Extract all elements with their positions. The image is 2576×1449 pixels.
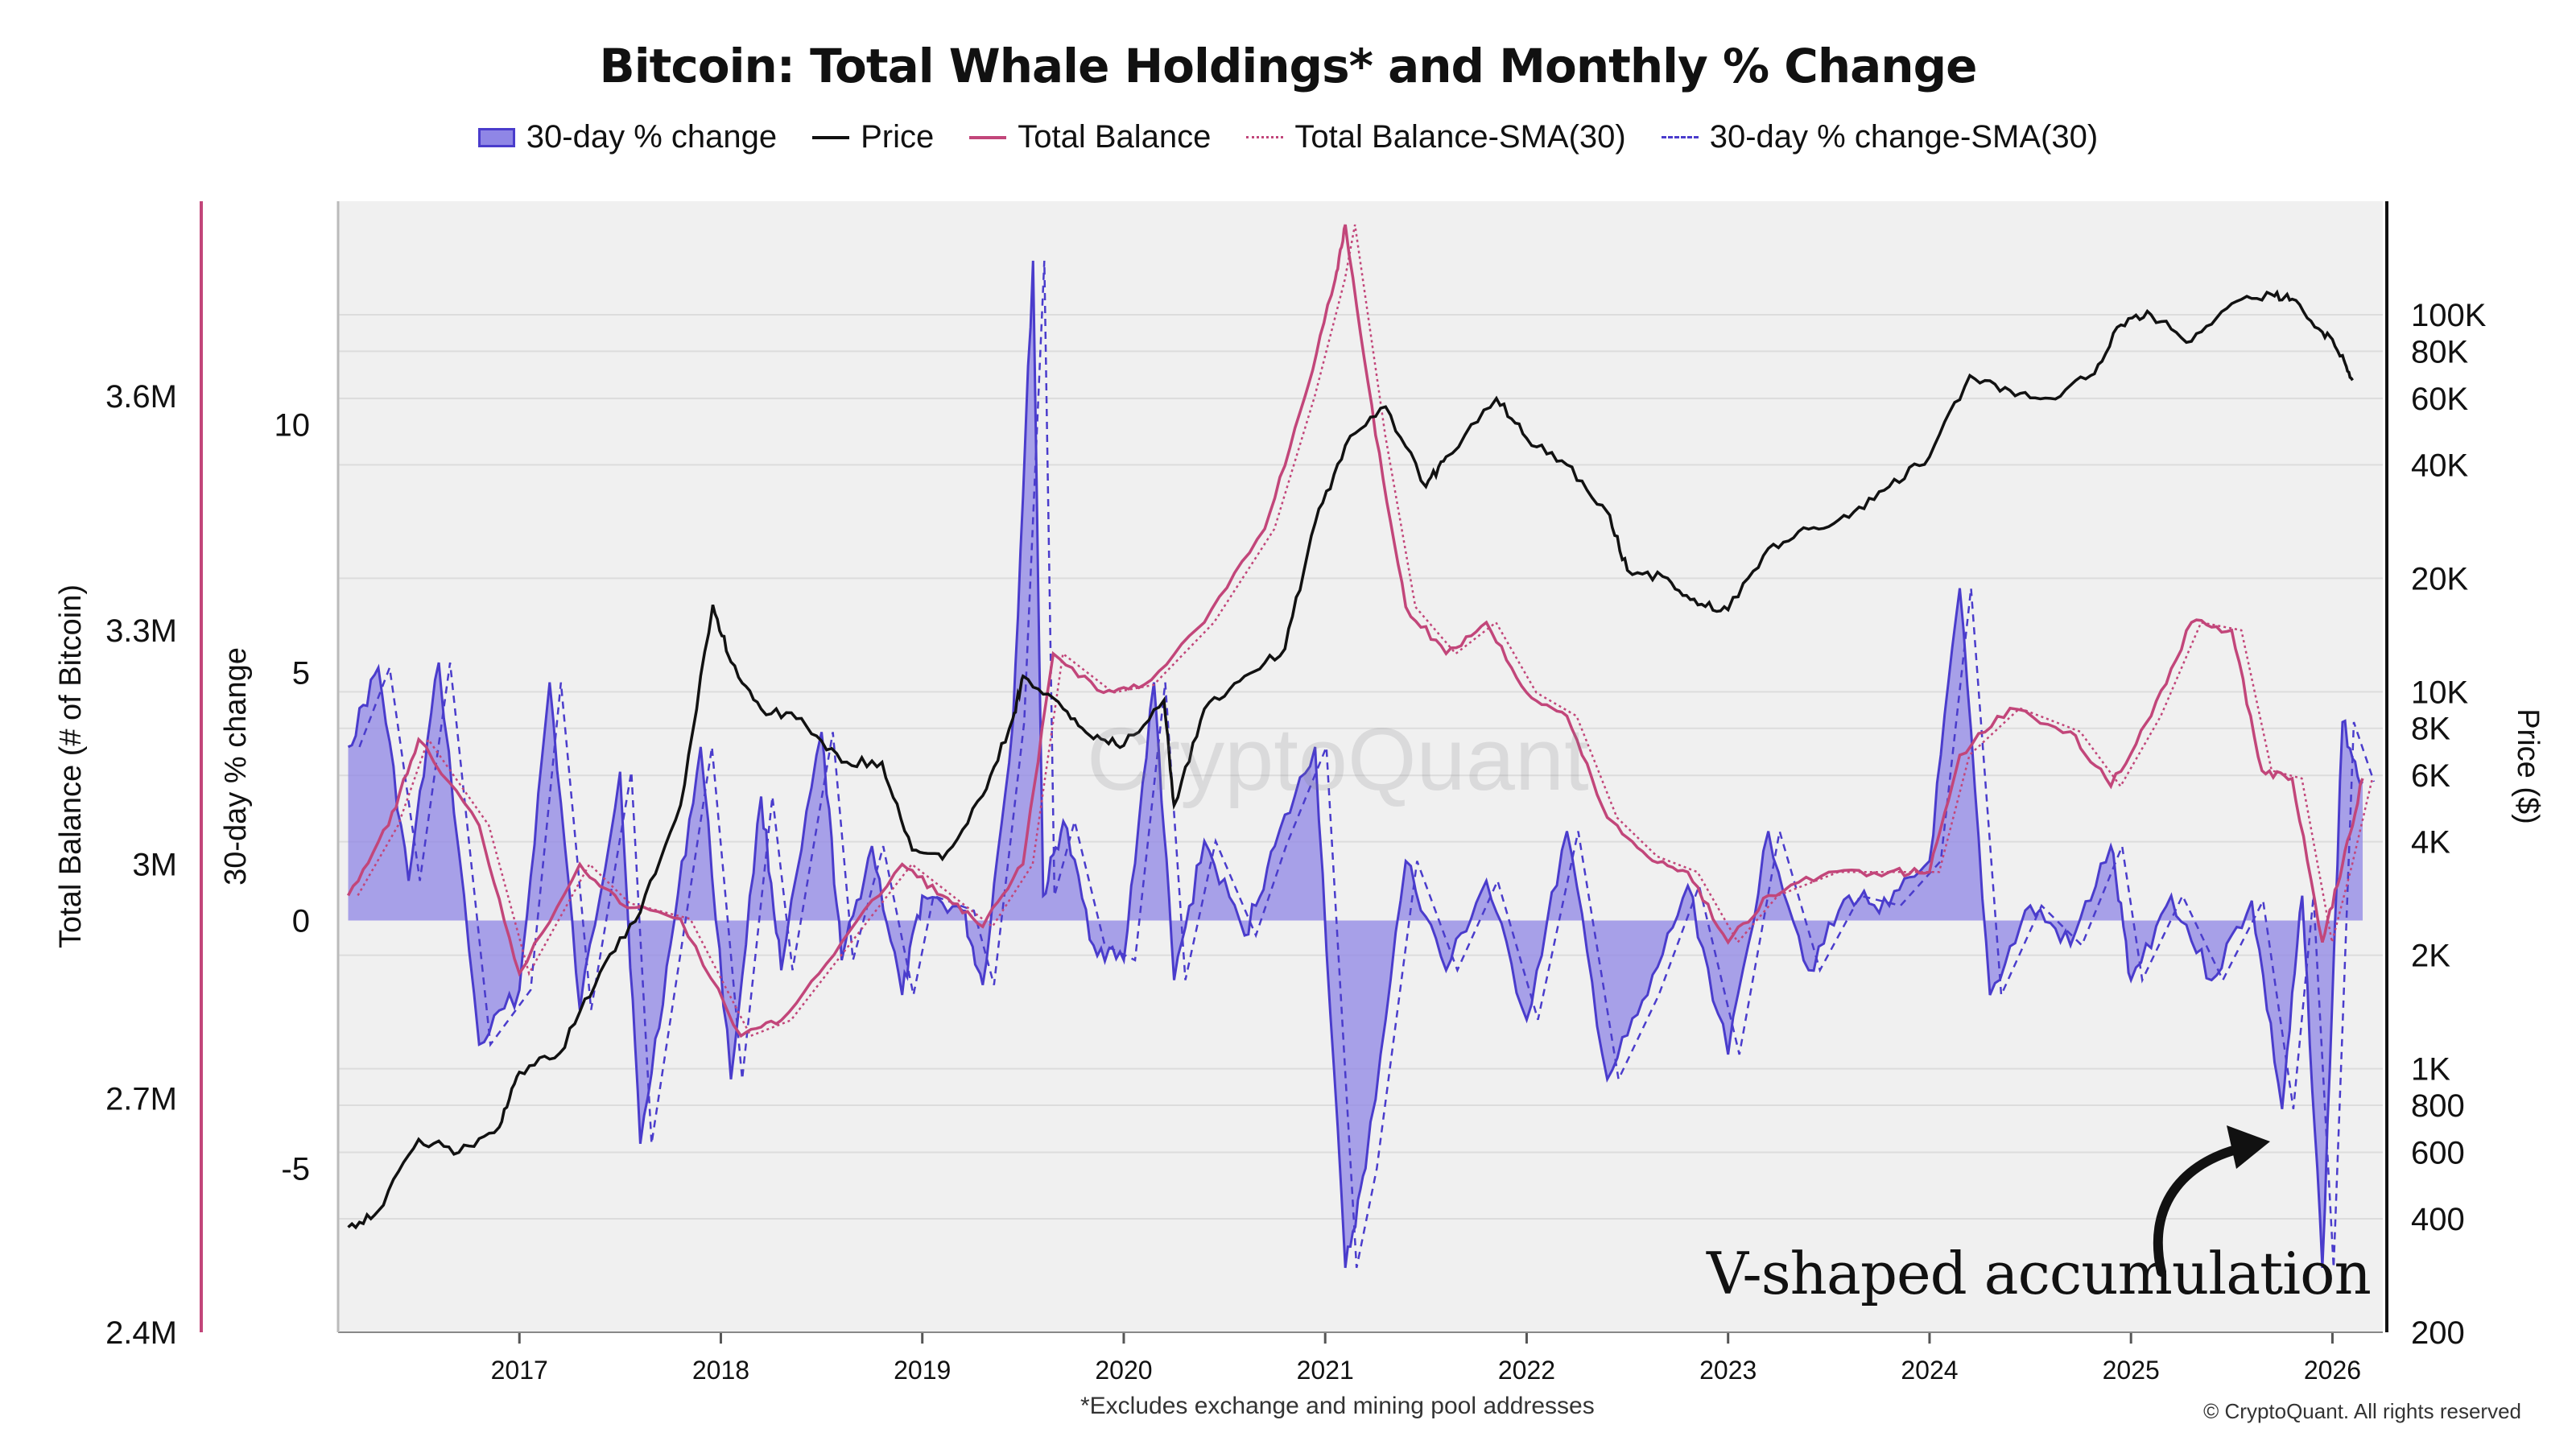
x-tick-label: 2017	[491, 1356, 548, 1385]
price-tick-label: 40K	[2411, 448, 2468, 483]
balance-axis-title: Total Balance (# of Bitcoin)	[54, 584, 88, 948]
balance-tick-label: 3M	[132, 848, 177, 883]
change-tick-label: 0	[292, 904, 310, 939]
legend-label: 30-day % change	[526, 119, 778, 155]
x-tick-label: 2022	[1498, 1356, 1555, 1385]
price-tick-label: 8K	[2411, 712, 2450, 747]
annotation-text: V-shaped accumulation	[1707, 1240, 2372, 1307]
change-sma-line	[358, 260, 2376, 1269]
axes-group: 2017 2018 2019 2020 2021 2022 2023 2024 2025 2026…	[54, 201, 2545, 1385]
legend-swatch-line	[969, 135, 1007, 139]
legend-item-change-sma[interactable]: 30-day % change-SMA(30)	[1661, 119, 2099, 155]
price-tick-label: 60K	[2411, 382, 2468, 417]
price-tick-label: 6K	[2411, 758, 2450, 794]
legend-label: Price	[861, 119, 935, 155]
x-tick-label: 2024	[1901, 1356, 1958, 1385]
annotation-group	[2153, 1125, 2270, 1277]
legend-label: Total Balance-SMA(30)	[1294, 119, 1626, 155]
x-tick-label: 2026	[2304, 1356, 2361, 1385]
price-tick-label: 2K	[2411, 939, 2450, 974]
legend-swatch-dashed	[1661, 136, 1699, 138]
legend-item-price[interactable]: Price	[812, 119, 934, 155]
price-line	[347, 289, 2354, 1230]
change-area-series	[347, 260, 2376, 1269]
change-tick-label: -5	[281, 1152, 310, 1187]
price-tick-label: 1K	[2411, 1052, 2450, 1088]
legend-item-30-day-change[interactable]: 30-day % change	[477, 119, 778, 155]
legend-swatch-bar	[477, 127, 515, 147]
chart-legend: 30-day % change Price Total Balance Tota…	[0, 119, 2576, 155]
legend-item-total-balance-sma[interactable]: Total Balance-SMA(30)	[1246, 119, 1626, 155]
price-tick-label: 100K	[2411, 298, 2487, 333]
x-tick-label: 2019	[894, 1356, 951, 1385]
annotation-arrow-shaft	[2153, 1142, 2251, 1277]
annotation-arrow-head	[2227, 1125, 2270, 1169]
price-tick-label: 80K	[2411, 334, 2468, 369]
line-series-group	[346, 224, 2374, 1230]
x-tick-label: 2025	[2103, 1356, 2160, 1385]
chart-title: Bitcoin: Total Whale Holdings* and Month…	[599, 39, 1978, 93]
legend-item-total-balance[interactable]: Total Balance	[969, 119, 1211, 155]
total-balance-line	[346, 224, 2364, 1038]
legend-swatch-line	[812, 135, 850, 139]
price-tick-label: 4K	[2411, 825, 2450, 861]
change-axis-title: 30-day % change	[219, 647, 253, 886]
price-tick-label: 20K	[2411, 561, 2468, 597]
copyright: © CryptoQuant. All rights reserved	[2203, 1399, 2521, 1423]
price-tick-label: 10K	[2411, 675, 2468, 710]
change-tick-label: 5	[292, 655, 310, 691]
price-tick-label: 400	[2411, 1202, 2465, 1237]
price-tick-label: 800	[2411, 1088, 2465, 1124]
price-tick-label: 200	[2411, 1315, 2465, 1351]
footnote: *Excludes exchange and mining pool addre…	[1080, 1393, 1595, 1419]
watermark: CryptoQuant	[1087, 710, 1589, 809]
legend-label: 30-day % change-SMA(30)	[1709, 119, 2099, 155]
price-tick-label: 600	[2411, 1136, 2465, 1171]
balance-tick-label: 2.7M	[105, 1081, 177, 1117]
x-tick-label: 2021	[1297, 1356, 1354, 1385]
balance-tick-label: 3.6M	[105, 379, 177, 415]
price-axis-title: Price ($)	[2511, 708, 2545, 824]
legend-swatch-dotted	[1246, 136, 1284, 138]
change-series-line	[347, 260, 2364, 1269]
legend-label: Total Balance	[1018, 119, 1212, 155]
x-tick-label: 2023	[1699, 1356, 1757, 1385]
balance-tick-label: 2.4M	[105, 1315, 177, 1351]
balance-tick-label: 3.3M	[105, 613, 177, 649]
x-tick-label: 2020	[1095, 1356, 1152, 1385]
change-area-fill	[348, 260, 2363, 1268]
change-tick-label: 10	[275, 407, 311, 443]
x-tick-label: 2018	[692, 1356, 749, 1385]
